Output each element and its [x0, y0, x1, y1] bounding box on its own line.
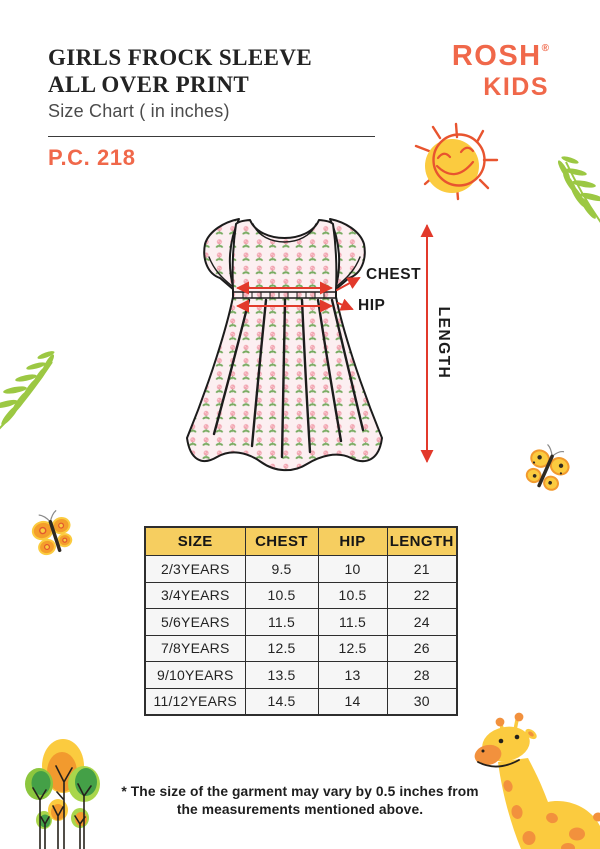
table-row: 11/12YEARS 14.5 14 30 — [144, 687, 458, 716]
chest-cell: 14.5 — [244, 687, 319, 716]
length-cell: 22 — [386, 581, 458, 609]
hip-measure-label: HIP — [358, 297, 386, 314]
table-row: 5/6YEARS 11.5 11.5 24 — [144, 608, 458, 636]
page-title-line1: GIRLS FROCK SLEEVE — [48, 45, 313, 70]
length-cell: 30 — [386, 687, 458, 716]
measurement-arrows — [236, 224, 434, 463]
length-measure-label: LENGTH — [435, 306, 452, 380]
chest-cell: 10.5 — [244, 581, 319, 609]
page-title: GIRLS FROCK SLEEVE ALL OVER PRINT — [48, 44, 312, 98]
giraffe-icon — [474, 712, 600, 849]
table-row: 9/10YEARS 13.5 13 28 — [144, 661, 458, 689]
length-cell: 28 — [386, 661, 458, 689]
hip-cell: 11.5 — [317, 608, 388, 636]
hip-cell: 10.5 — [317, 581, 388, 609]
product-code: P.C. 218 — [48, 145, 136, 170]
note-line2: the measurements mentioned above. — [176, 801, 424, 817]
hip-cell: 14 — [317, 687, 388, 716]
chest-measure-label: CHEST — [366, 266, 422, 283]
dress-illustration-icon — [186, 218, 383, 472]
sun-icon — [414, 122, 499, 201]
hip-cell: 13 — [317, 661, 388, 689]
size-cell: 7/8YEARS — [144, 634, 246, 662]
size-cell: 5/6YEARS — [144, 608, 246, 636]
col-header-length: LENGTH — [386, 526, 458, 556]
page-title-line2: ALL OVER PRINT — [48, 72, 250, 97]
length-cell: 26 — [386, 634, 458, 662]
chest-cell: 11.5 — [244, 608, 319, 636]
table-row: 7/8YEARS 12.5 12.5 26 — [144, 634, 458, 662]
chest-cell: 12.5 — [244, 634, 319, 662]
size-table-header-row: SIZE CHEST HIP LENGTH — [144, 526, 458, 556]
hip-cell: 10 — [317, 555, 388, 583]
size-table: SIZE CHEST HIP LENGTH 2/3YEARS 9.5 10 21… — [144, 526, 458, 716]
header-divider — [48, 136, 375, 137]
registered-mark: ® — [541, 43, 549, 54]
page-subtitle: Size Chart ( in inches) — [48, 101, 230, 121]
brand-logo: ROSH® KIDS — [452, 42, 549, 100]
col-header-size: SIZE — [144, 526, 246, 556]
brand-logo-text: ROSH — [451, 40, 542, 72]
butterfly-left-icon — [31, 509, 73, 556]
size-cell: 3/4YEARS — [144, 581, 246, 609]
length-cell: 21 — [386, 555, 458, 583]
table-row: 2/3YEARS 9.5 10 21 — [144, 555, 458, 583]
size-cell: 2/3YEARS — [144, 555, 246, 583]
hip-cell: 12.5 — [317, 634, 388, 662]
size-cell: 11/12YEARS — [144, 687, 246, 716]
col-header-hip: HIP — [317, 526, 388, 556]
size-cell: 9/10YEARS — [144, 661, 246, 689]
table-row: 3/4YEARS 10.5 10.5 22 — [144, 581, 458, 609]
palm-leaf-left-icon — [0, 351, 55, 430]
note-line1: * The size of the garment may vary by 0.… — [121, 784, 479, 799]
size-disclaimer-note: * The size of the garment may vary by 0.… — [0, 783, 600, 818]
butterfly-right-icon — [525, 443, 570, 491]
brand-logo-line2: KIDS — [483, 73, 549, 101]
chest-cell: 13.5 — [244, 661, 319, 689]
brand-logo-line1: ROSH® — [452, 42, 549, 71]
chest-cell: 9.5 — [244, 555, 319, 583]
length-cell: 24 — [386, 608, 458, 636]
palm-leaf-right-icon — [557, 156, 600, 223]
col-header-chest: CHEST — [244, 526, 319, 556]
